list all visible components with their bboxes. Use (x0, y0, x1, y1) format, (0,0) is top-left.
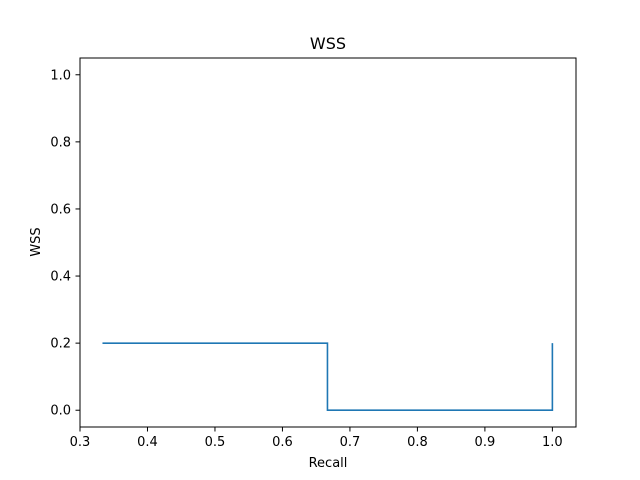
x-axis-label: Recall (309, 456, 348, 471)
ticks-layer: 0.3 0.4 0.5 0.6 0.7 0.8 0.9 1.0 0.0 0.2 0.4 0.6 0.8 1… (50, 68, 562, 450)
x-tick-label: 1.0 (542, 435, 563, 450)
x-tick-label: 0.3 (70, 435, 91, 450)
y-tick-label: 0.8 (50, 135, 71, 150)
y-tick-label: 1.0 (50, 68, 71, 83)
y-tick-label: 0.6 (50, 202, 71, 217)
x-tick-label: 0.7 (340, 435, 361, 450)
plot-frame (79, 57, 577, 428)
x-tick-label: 0.8 (407, 435, 428, 450)
x-tick-label: 0.9 (475, 435, 496, 450)
chart-title: WSS (310, 34, 346, 53)
x-tick-label: 0.6 (272, 435, 293, 450)
x-tick-label: 0.5 (205, 435, 226, 450)
x-tick-label: 0.4 (137, 435, 158, 450)
series-layer (102, 342, 554, 412)
y-axis-label: WSS (29, 227, 44, 256)
y-tick-label: 0.0 (50, 404, 71, 419)
y-tick-label: 0.2 (50, 337, 71, 352)
y-tick-label: 0.4 (50, 270, 71, 285)
series-line (102, 342, 554, 412)
